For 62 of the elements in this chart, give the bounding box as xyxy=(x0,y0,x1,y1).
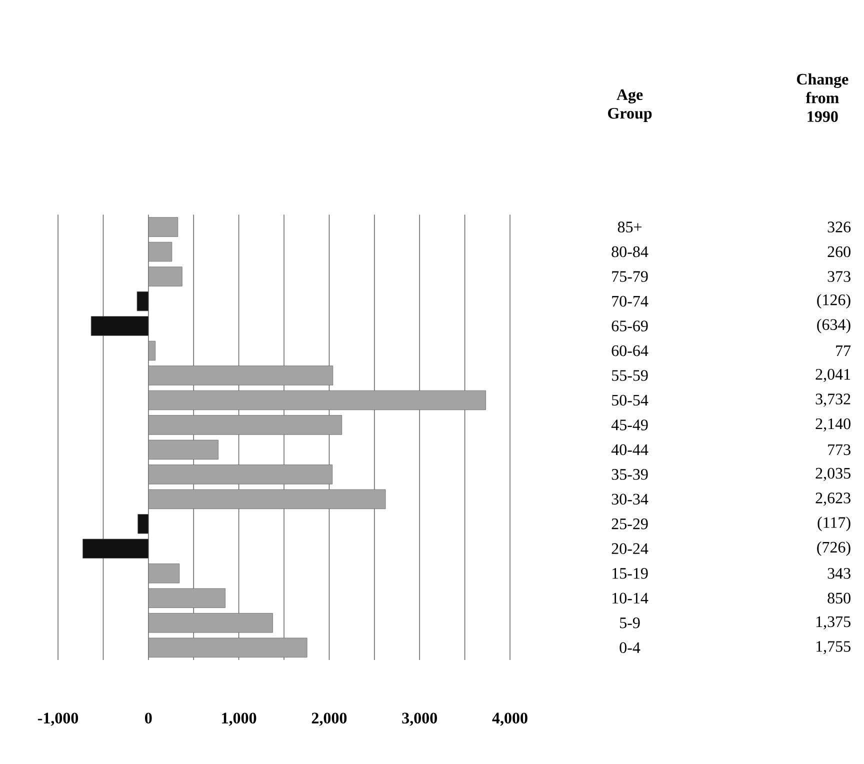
y-tick-label: 75-79 xyxy=(612,271,648,282)
y-tick-label: 85+ xyxy=(618,222,642,232)
bar xyxy=(138,514,149,534)
y-tick-label: 10-14 xyxy=(612,592,648,604)
y-tick-label: 0-4 xyxy=(620,642,640,654)
bar xyxy=(148,340,156,361)
data-label: 77 xyxy=(836,346,851,356)
data-label: (726) xyxy=(817,541,850,556)
y-tick-label: 60-64 xyxy=(612,345,648,356)
data-label: 2,035 xyxy=(816,468,850,481)
text: Age Group xyxy=(608,89,652,122)
data-label: 343 xyxy=(828,568,850,579)
y-tick-label: 50-54 xyxy=(612,394,648,406)
bar xyxy=(148,440,218,460)
x-tick-label: 0 xyxy=(145,712,152,724)
bar xyxy=(82,538,149,559)
y-tick-label: 5-9 xyxy=(620,618,640,628)
bar xyxy=(148,415,342,435)
bar xyxy=(148,489,386,510)
x-tick-label: 4,000 xyxy=(492,712,528,726)
data-label: 2,041 xyxy=(816,368,850,382)
y-tick-label: 20-24 xyxy=(612,543,648,554)
data-label: 2,140 xyxy=(816,418,850,432)
bar xyxy=(136,291,149,312)
y-tick-label: 55-59 xyxy=(612,370,648,381)
bar xyxy=(148,613,273,633)
data-label: 3,732 xyxy=(816,394,850,407)
data-label: 326 xyxy=(828,222,851,232)
bar xyxy=(148,242,172,262)
x-tick-label: 2,000 xyxy=(312,712,347,726)
data-label: 850 xyxy=(828,592,850,604)
data-label: 2,623 xyxy=(816,492,850,506)
x-tick-label: 1,000 xyxy=(222,712,256,726)
data-label: 1,755 xyxy=(816,641,850,654)
bar xyxy=(148,464,333,484)
x-tick-label: -1,000 xyxy=(38,712,78,726)
data-label: 773 xyxy=(828,444,850,456)
bar xyxy=(148,390,486,410)
y-tick-label: 65-69 xyxy=(612,320,648,332)
y-tick-label: 25-29 xyxy=(612,518,648,530)
y-tick-label: 15-19 xyxy=(612,568,648,579)
bar xyxy=(148,588,226,608)
data-label: 373 xyxy=(828,271,850,282)
bar xyxy=(148,217,178,237)
bar xyxy=(148,366,334,386)
y-tick-label: 40-44 xyxy=(611,444,648,456)
y-tick-label: 70-74 xyxy=(612,296,648,307)
bar xyxy=(148,266,182,286)
bar xyxy=(148,638,308,658)
data-label: 260 xyxy=(828,246,850,258)
bar xyxy=(148,564,180,584)
y-tick-label: 30-34 xyxy=(612,494,648,505)
y-tick-label: 35-39 xyxy=(612,469,648,480)
bar xyxy=(90,316,149,336)
data-label: (126) xyxy=(817,294,850,309)
data-label: 1,375 xyxy=(816,616,850,630)
y-tick-label: 45-49 xyxy=(611,420,648,430)
x-tick-label: 3,000 xyxy=(402,712,437,726)
data-label: (117) xyxy=(818,516,850,532)
y-tick-label: 80-84 xyxy=(612,246,648,258)
data-label: (634) xyxy=(817,318,850,334)
text: Change from 1990 xyxy=(796,73,848,122)
